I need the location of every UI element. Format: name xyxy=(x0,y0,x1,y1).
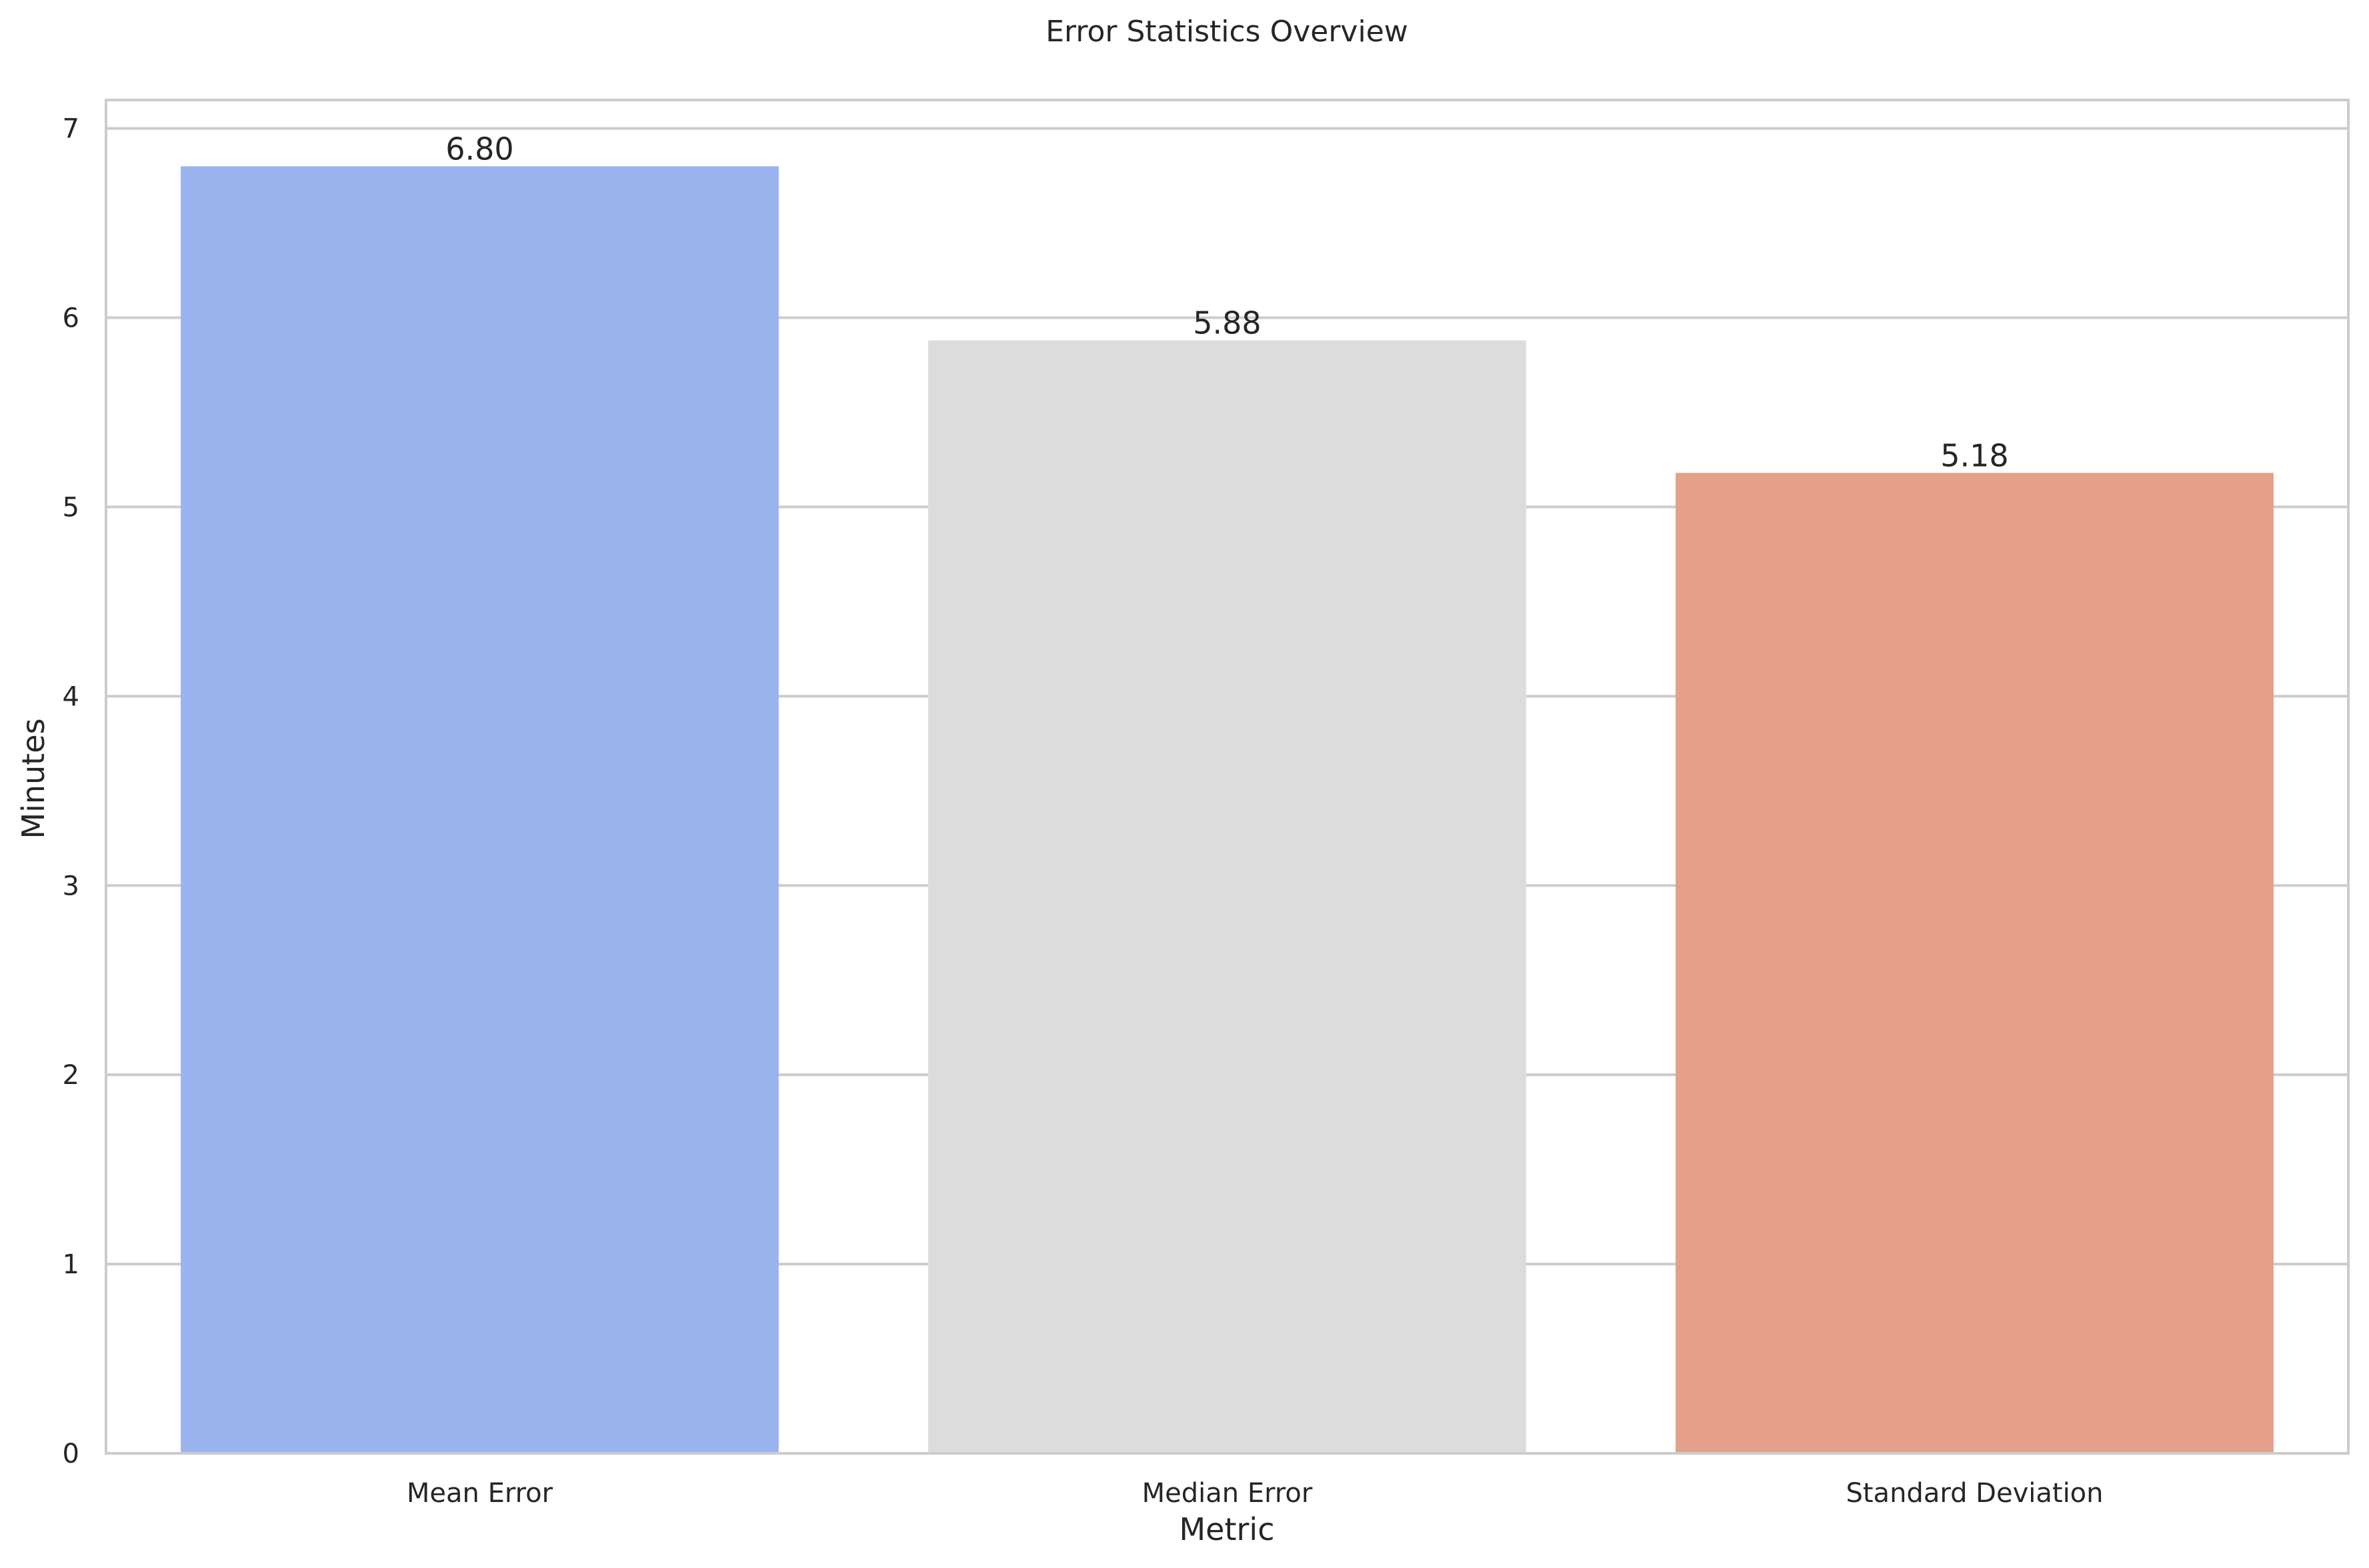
x-tick-label-1: Median Error xyxy=(1142,1478,1313,1509)
bar-standard-deviation xyxy=(1676,473,2274,1453)
bar-mean-error xyxy=(181,166,779,1454)
bars xyxy=(181,166,2274,1454)
y-tick-label-7: 7 xyxy=(63,114,79,145)
x-tick-labels: Mean Error Median Error Standard Deviation xyxy=(407,1478,2104,1509)
y-tick-label-3: 3 xyxy=(63,871,79,901)
y-tick-label-0: 0 xyxy=(63,1439,79,1469)
x-tick-label-2: Standard Deviation xyxy=(1846,1478,2103,1509)
plot-frame xyxy=(105,99,2350,1455)
y-tick-label-4: 4 xyxy=(63,681,79,712)
x-tick-label-0: Mean Error xyxy=(407,1478,553,1509)
y-tick-label-5: 5 xyxy=(63,492,79,523)
chart-title: Error Statistics Overview xyxy=(1045,15,1408,49)
data-labels: 6.80 5.88 5.18 xyxy=(445,131,2008,473)
y-tick-label-6: 6 xyxy=(63,303,79,334)
x-axis-label: Metric xyxy=(1179,1511,1274,1547)
y-tick-label-2: 2 xyxy=(63,1060,79,1091)
data-label-2: 5.18 xyxy=(1940,437,2008,473)
data-label-1: 5.88 xyxy=(1193,305,1261,341)
y-tick-label-1: 1 xyxy=(63,1249,79,1280)
data-label-0: 6.80 xyxy=(445,131,513,167)
y-tick-labels: 0 1 2 3 4 5 6 7 xyxy=(63,114,79,1469)
bar-median-error xyxy=(928,340,1526,1453)
y-axis-label: Minutes xyxy=(15,718,51,839)
